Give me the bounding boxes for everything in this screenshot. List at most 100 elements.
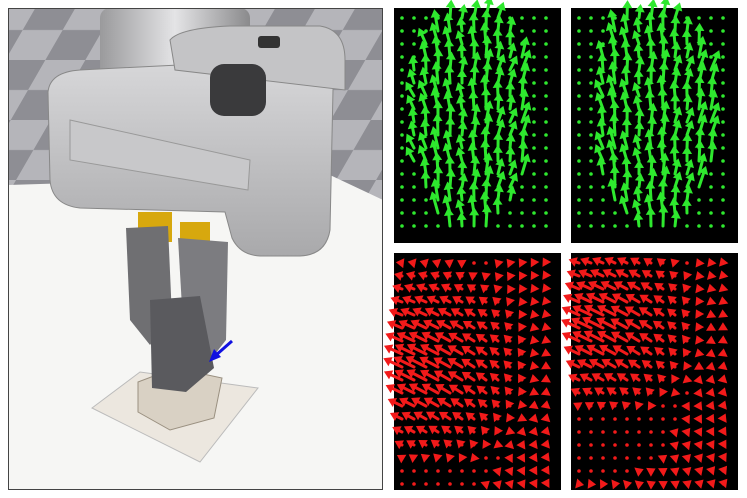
vector-head <box>563 345 573 355</box>
vector-dot <box>496 224 500 228</box>
vector-head <box>505 133 516 142</box>
vector-head <box>706 322 717 331</box>
vector-head <box>618 78 629 88</box>
vector-head <box>445 453 455 463</box>
vector-dot <box>412 211 416 215</box>
vector-dot <box>661 443 665 447</box>
vector-head <box>398 319 408 329</box>
vector-dot <box>412 185 416 189</box>
vector-head <box>505 29 516 38</box>
vector-head <box>518 140 529 149</box>
vector-head <box>568 257 578 267</box>
vector-dot <box>625 417 629 421</box>
vector-head <box>632 82 642 92</box>
vector-head <box>608 152 619 161</box>
vector-head <box>518 127 529 136</box>
vector-head <box>465 412 475 422</box>
vector-dot <box>520 185 524 189</box>
vector-head <box>506 42 517 52</box>
vector-head <box>455 271 465 281</box>
vector-head <box>430 9 441 18</box>
vector-dot <box>532 29 536 33</box>
vector-head <box>517 347 527 358</box>
vector-dot <box>589 430 593 434</box>
vector-head <box>695 322 705 332</box>
vector-dot <box>400 198 404 202</box>
vector-dot <box>697 211 701 215</box>
vector-head <box>506 258 516 269</box>
vector-dot <box>613 417 617 421</box>
vector-head <box>683 361 693 371</box>
vector-dot <box>484 469 488 473</box>
vector-dot <box>601 430 605 434</box>
vector-head <box>406 94 416 104</box>
vector-head <box>586 344 596 354</box>
vector-head <box>595 40 606 50</box>
vector-head <box>669 441 679 451</box>
vector-dot <box>577 42 581 46</box>
vector-head <box>521 101 532 111</box>
vector-head <box>493 412 502 423</box>
vector-head <box>458 4 468 13</box>
vector-head <box>406 440 416 449</box>
vector-dot <box>400 172 404 176</box>
vector-head <box>594 92 605 102</box>
vector-head <box>618 26 629 36</box>
vector-head <box>444 155 455 164</box>
vector-head <box>698 165 709 176</box>
vector-head <box>632 199 642 209</box>
vector-dot <box>412 198 416 202</box>
vector-head <box>652 320 663 330</box>
vector-dot <box>436 469 440 473</box>
vector-dot <box>721 146 725 150</box>
vector-dot <box>400 16 404 20</box>
vector-head <box>464 308 474 318</box>
vector-head <box>400 307 410 317</box>
vector-dot <box>520 16 524 20</box>
vector-head <box>565 359 576 369</box>
vector-head <box>518 322 527 332</box>
vector-head <box>657 87 668 96</box>
vector-dot <box>400 94 404 98</box>
vector-head <box>696 35 707 45</box>
vector-dot <box>577 159 581 163</box>
vector-head <box>630 257 640 267</box>
vector-head <box>540 439 550 449</box>
vector-head <box>493 439 504 449</box>
vector-head <box>432 113 443 122</box>
vector-head <box>407 258 417 269</box>
panel-border <box>8 8 383 490</box>
vector-head <box>695 271 705 281</box>
vector-head <box>667 334 677 344</box>
vector-dot <box>508 224 512 228</box>
vector-head <box>492 79 503 88</box>
vector-head <box>594 387 604 397</box>
vector-head <box>644 128 655 138</box>
vector-head <box>479 412 489 422</box>
vector-head <box>529 387 540 396</box>
vector-head <box>419 356 429 366</box>
vector-head <box>681 440 691 451</box>
vector-head <box>448 332 458 342</box>
vector-head <box>386 320 397 330</box>
vector-head <box>540 426 551 436</box>
vector-head <box>419 40 429 50</box>
vector-head <box>467 25 478 35</box>
vector-dot <box>589 443 593 447</box>
vector-head <box>491 399 501 409</box>
vector-head <box>705 335 716 344</box>
vector-head <box>541 309 552 319</box>
vector-head <box>623 479 633 490</box>
vector-head <box>717 348 728 357</box>
vector-head <box>670 258 680 268</box>
vector-head <box>507 284 516 295</box>
vector-head <box>652 307 663 317</box>
vector-dot <box>721 107 725 111</box>
vector-head <box>414 295 424 305</box>
vector-head <box>429 126 440 136</box>
vector-head <box>681 414 690 425</box>
vector-head <box>621 65 631 74</box>
vector-head <box>705 361 716 371</box>
vector-head <box>420 118 431 128</box>
vector-head <box>607 9 618 18</box>
